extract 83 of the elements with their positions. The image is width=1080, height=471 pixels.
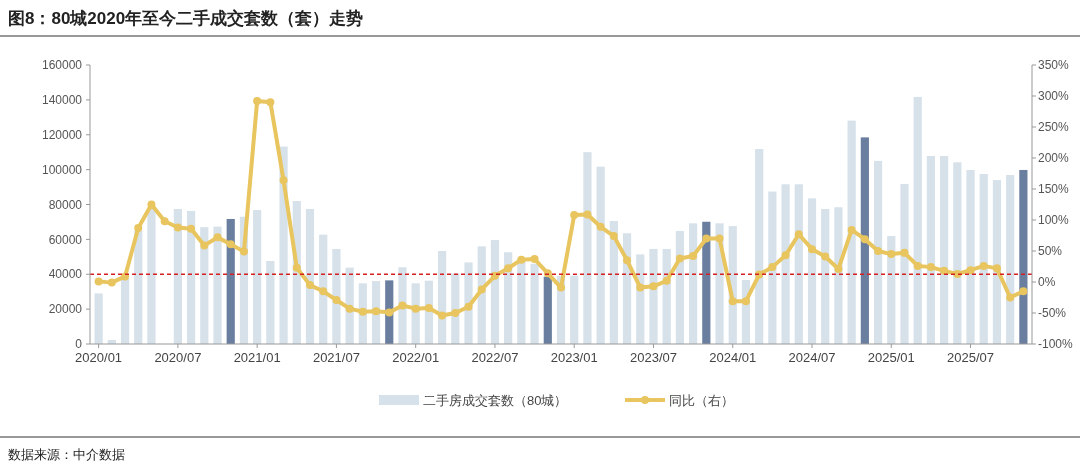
- bar: [913, 96, 922, 344]
- bar: [953, 162, 962, 344]
- bar: [821, 209, 830, 344]
- x-tick-label: 2024/01: [709, 350, 757, 365]
- bar: [583, 152, 592, 344]
- bar: [253, 210, 262, 344]
- bar: [873, 160, 883, 344]
- y-tick-label: 0: [75, 337, 83, 352]
- y2-tick-label: 200%: [1038, 151, 1070, 166]
- bar: [226, 218, 235, 344]
- y-tick-label: 160000: [41, 58, 83, 73]
- source-note: 数据来源：中介数据: [8, 447, 125, 462]
- x-tick-label: 2020/01: [75, 350, 123, 365]
- y-tick-label: 120000: [41, 127, 83, 142]
- y-tick-label: 100000: [41, 162, 83, 177]
- bar: [807, 198, 817, 344]
- bar: [187, 210, 196, 344]
- bar: [662, 248, 671, 344]
- bar: [1006, 175, 1015, 344]
- x-tick-label: 2021/01: [233, 350, 281, 365]
- bar: [689, 223, 698, 344]
- bar: [398, 267, 407, 344]
- bar: [900, 183, 909, 344]
- x-tick-label: 2021/07: [312, 350, 360, 365]
- bar: [860, 137, 869, 344]
- bar: [979, 173, 988, 344]
- y2-tick-label: 0%: [1038, 275, 1056, 290]
- x-tick-label: 2020/07: [154, 350, 202, 365]
- bar: [781, 184, 790, 344]
- bar: [200, 227, 209, 344]
- bar: [992, 180, 1002, 344]
- y2-tick-label: -100%: [1038, 337, 1074, 352]
- bar: [319, 234, 328, 344]
- y-tick-label: 20000: [48, 302, 83, 317]
- y-tick-label: 60000: [48, 232, 83, 247]
- bar: [94, 293, 103, 344]
- bar: [173, 209, 182, 344]
- y2-tick-label: 350%: [1038, 58, 1070, 73]
- bar: [794, 184, 803, 344]
- bar: [847, 120, 856, 344]
- bar: [887, 236, 896, 344]
- bar: [834, 207, 843, 344]
- bar: [438, 251, 447, 344]
- bar: [213, 226, 222, 344]
- bar: [966, 169, 975, 344]
- x-tick-label: 2022/07: [471, 350, 519, 365]
- y-tick-label: 140000: [41, 93, 83, 108]
- y-tick-label: 40000: [48, 267, 83, 282]
- x-tick-label: 2024/07: [788, 350, 836, 365]
- y2-tick-label: 300%: [1038, 89, 1070, 104]
- bar: [504, 252, 513, 344]
- legend-label: 二手房成交套数（80城）: [423, 392, 568, 408]
- bar: [755, 149, 764, 344]
- bar: [675, 231, 684, 344]
- bar: [490, 240, 500, 344]
- bar: [940, 156, 949, 344]
- y2-tick-label: 50%: [1038, 244, 1063, 259]
- bar: [649, 248, 658, 344]
- y2-tick-label: 250%: [1038, 120, 1070, 135]
- y2-tick-label: 100%: [1038, 213, 1070, 228]
- y-tick-label: 80000: [48, 197, 83, 212]
- x-tick-label: 2023/07: [629, 350, 677, 365]
- bar: [332, 248, 341, 344]
- chart-title: 图8：80城2020年至今二手成交套数（套）走势: [8, 9, 364, 28]
- bar: [1019, 169, 1028, 344]
- x-tick-label: 2022/01: [392, 350, 440, 365]
- bar: [305, 209, 315, 344]
- bar: [609, 221, 618, 344]
- x-tick-label: 2025/07: [947, 350, 995, 365]
- x-tick-label: 2023/01: [550, 350, 598, 365]
- bar: [926, 156, 935, 344]
- bar: [464, 262, 473, 344]
- x-tick-label: 2025/01: [867, 350, 915, 365]
- legend-label: 同比（右）: [669, 392, 734, 408]
- y2-tick-label: 150%: [1038, 182, 1070, 197]
- y2-tick-label: -50%: [1038, 306, 1067, 321]
- bar: [596, 166, 605, 344]
- bar: [702, 221, 711, 344]
- bar: [570, 275, 579, 344]
- bar: [345, 267, 354, 344]
- bar: [266, 261, 275, 344]
- bar: [636, 254, 645, 344]
- bar: [768, 191, 777, 344]
